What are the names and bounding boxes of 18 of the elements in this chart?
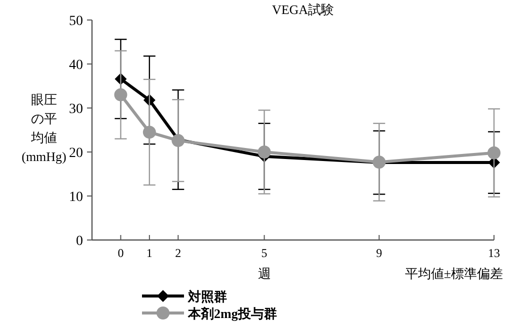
x-tick-label: 9 bbox=[376, 246, 382, 260]
legend-label: 本剤2mg投与群 bbox=[187, 306, 277, 321]
y-tick-label: 10 bbox=[69, 190, 83, 205]
x-tick-label: 5 bbox=[261, 246, 268, 260]
x-tick-label: 13 bbox=[488, 246, 500, 260]
y-tick-label: 30 bbox=[69, 102, 83, 117]
x-axis-title: 週 bbox=[258, 266, 271, 281]
y-tick-label: 50 bbox=[69, 14, 83, 29]
y-axis-title: 眼圧の平均値(mmHg) bbox=[22, 92, 66, 164]
x-tick-label: 2 bbox=[175, 246, 182, 260]
x-tick-label: 1 bbox=[146, 246, 152, 260]
y-tick-label: 0 bbox=[76, 234, 83, 249]
y-tick-label: 20 bbox=[69, 146, 83, 161]
x-tick-label: 0 bbox=[118, 246, 124, 260]
chart-title: VEGA試験 bbox=[272, 2, 334, 17]
text: 平均値±標準偏差 bbox=[404, 266, 503, 281]
y-tick-label: 40 bbox=[69, 58, 83, 73]
legend-label: 対照群 bbox=[187, 289, 227, 304]
